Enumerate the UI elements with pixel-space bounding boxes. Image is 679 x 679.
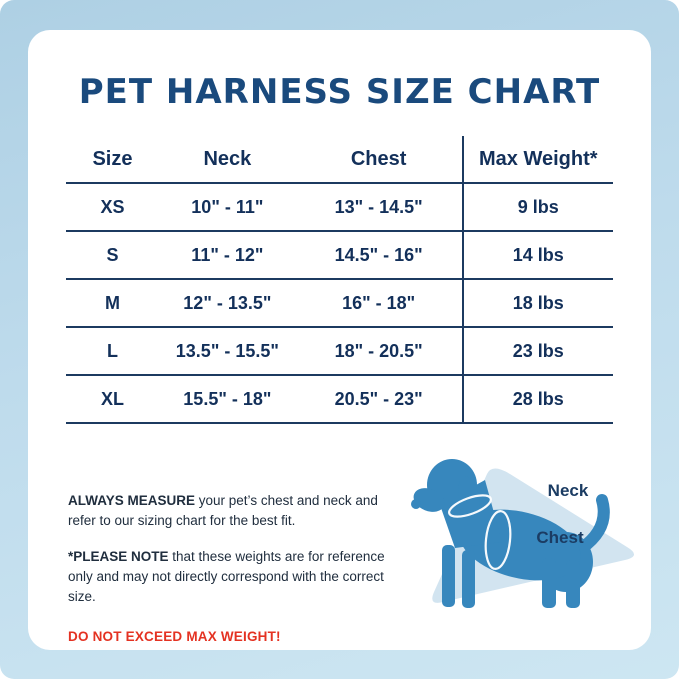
measure-note-text: your pet’s chest and neck and refer to o… [68, 493, 378, 529]
weight-cell: 14 lbs [461, 231, 613, 280]
table-row: L 13.5" - 15.5" 18" - 20.5" 23 lbs [66, 327, 613, 376]
table-header-row: Size Neck Chest Max Weight* [66, 136, 613, 184]
weight-cell: 23 lbs [461, 327, 613, 376]
neck-tape-icon [448, 494, 492, 518]
neck-cell: 15.5" - 18" [158, 375, 296, 424]
col-header-max-weight: Max Weight* [461, 136, 613, 184]
neck-label: Neck [548, 481, 589, 500]
size-cell: XS [66, 183, 159, 232]
reference-note-lead: *PLEASE NOTE [68, 548, 169, 564]
neck-cell: 10" - 11" [158, 183, 296, 232]
chest-cell: 16" - 18" [295, 279, 463, 328]
size-cell: XL [66, 375, 159, 424]
chest-cell: 14.5" - 16" [295, 231, 463, 280]
size-cell: S [66, 231, 159, 280]
measure-note: ALWAYS MEASURE your pet’s chest and neck… [68, 491, 399, 532]
table-row: M 12" - 13.5" 16" - 18" 18 lbs [66, 279, 613, 328]
col-header-neck: Neck [158, 136, 296, 184]
table-row: S 11" - 12" 14.5" - 16" 14 lbs [66, 231, 613, 280]
neck-cell: 12" - 13.5" [158, 279, 296, 328]
table-row: XS 10" - 11" 13" - 14.5" 9 lbs [66, 183, 613, 232]
page-title: PET HARNESS SIZE CHART [78, 72, 601, 112]
size-cell: M [66, 279, 159, 328]
size-cell: L [66, 327, 159, 376]
dog-snout [413, 488, 445, 512]
neck-cell: 11" - 12" [158, 231, 296, 280]
chest-cell: 13" - 14.5" [295, 183, 463, 232]
neck-cell: 13.5" - 15.5" [158, 327, 296, 376]
dog-front-leg [442, 545, 455, 607]
dog-figure: Neck Chest [399, 450, 651, 650]
dog-rear-leg [542, 558, 556, 608]
table-row: XL 15.5" - 18" 20.5" - 23" 28 lbs [66, 375, 613, 424]
bottom-section: ALWAYS MEASURE your pet’s chest and neck… [28, 450, 651, 663]
weight-cell: 28 lbs [461, 375, 613, 424]
weight-cell: 9 lbs [461, 183, 613, 232]
size-chart-table: Size Neck Chest Max Weight* XS 10" - 11"… [66, 136, 613, 424]
chest-cell: 18" - 20.5" [295, 327, 463, 376]
notes-section: ALWAYS MEASURE your pet’s chest and neck… [28, 450, 399, 663]
info-card: PET HARNESS SIZE CHART Size Neck Chest M… [28, 30, 651, 650]
reference-note: *PLEASE NOTE that these weights are for … [68, 547, 399, 608]
weight-cell: 18 lbs [461, 279, 613, 328]
dog-front-leg [462, 550, 475, 608]
col-header-size: Size [66, 136, 159, 184]
reference-note-text: that these weights are for reference onl… [68, 548, 385, 605]
dog-nose [411, 499, 421, 509]
dog-rear-leg [566, 560, 580, 608]
max-weight-warning: DO NOT EXCEED MAX WEIGHT! [68, 629, 281, 645]
dog-measurement-diagram: Neck Chest [411, 459, 635, 608]
measure-note-lead: ALWAYS MEASURE [68, 493, 196, 508]
chest-cell: 20.5" - 23" [295, 375, 463, 424]
col-header-chest: Chest [295, 136, 463, 184]
chest-tape-icon [484, 510, 512, 570]
chest-label: Chest [536, 528, 584, 547]
